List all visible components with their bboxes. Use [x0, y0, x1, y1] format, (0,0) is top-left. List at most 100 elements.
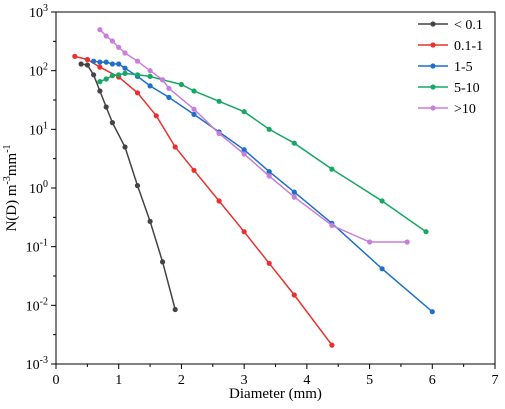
data-point [109, 120, 115, 126]
data-point [160, 259, 166, 265]
series-layer [72, 27, 435, 348]
y-tick-label: 10-1 [26, 238, 48, 256]
x-tick-label: 6 [429, 373, 436, 388]
data-point [291, 140, 297, 146]
data-point [216, 130, 222, 137]
data-point [147, 73, 153, 79]
data-point [160, 77, 166, 83]
data-point [178, 81, 184, 88]
data-point [329, 166, 335, 172]
data-point [103, 33, 109, 39]
data-point [191, 111, 197, 117]
data-point [367, 239, 373, 245]
data-point [216, 98, 222, 104]
y-axis-title: N(D) m-3mm-1 [2, 144, 20, 231]
data-point [166, 85, 172, 91]
data-point [191, 88, 197, 94]
data-point [97, 59, 103, 65]
data-point [122, 144, 128, 150]
data-point [266, 260, 272, 266]
data-point [172, 306, 178, 313]
x-tick-label: 1 [115, 373, 122, 388]
series-line [99, 72, 427, 233]
data-point [379, 198, 385, 204]
y-tick-label: 100 [29, 179, 48, 197]
data-point [116, 72, 122, 78]
legend-item: >10 [418, 102, 476, 117]
data-point [134, 72, 141, 78]
data-point [109, 73, 115, 79]
data-point [291, 194, 297, 200]
data-point [172, 144, 178, 150]
legend-item: 0.1-1 [418, 39, 483, 54]
data-point [103, 104, 109, 110]
legend-item: < 0.1 [418, 18, 483, 33]
plot-frame [55, 11, 496, 365]
data-point [109, 38, 115, 44]
data-point [91, 72, 97, 78]
legend-marker [430, 63, 436, 69]
data-point [423, 229, 429, 235]
data-point [97, 27, 103, 33]
y-axis: 10-3 10-2 10-1 100 101 102 103 [26, 3, 56, 373]
legend-item: 1-5 [418, 60, 473, 75]
data-point [291, 292, 297, 298]
data-point [166, 94, 172, 100]
legend-label: 1-5 [454, 60, 473, 75]
data-point [103, 76, 109, 82]
data-point [266, 169, 272, 175]
data-point [191, 106, 197, 112]
legend-label: 0.1-1 [454, 39, 483, 54]
legend-item: 5-10 [418, 81, 480, 96]
series-2 [72, 53, 335, 348]
legend-marker [430, 21, 436, 27]
data-point [404, 239, 410, 245]
data-point [241, 109, 247, 115]
legend-marker [430, 42, 436, 48]
y-tick-label: 10-3 [26, 355, 48, 373]
y-tick-label: 101 [29, 120, 48, 138]
x-tick-label: 0 [53, 373, 60, 388]
data-point [266, 126, 272, 132]
data-point [134, 90, 141, 96]
data-point [72, 53, 78, 60]
plot-border [55, 11, 496, 365]
data-point [329, 342, 335, 348]
x-tick-label: 2 [178, 373, 185, 388]
data-point [97, 79, 103, 85]
data-point [116, 44, 122, 50]
legend-label: 5-10 [454, 81, 480, 96]
data-point [241, 229, 247, 235]
y-tick-label: 10-2 [26, 296, 48, 314]
data-point [429, 309, 435, 315]
data-point [97, 64, 103, 70]
data-point [147, 68, 153, 74]
legend-marker [430, 105, 436, 111]
data-point [266, 173, 272, 179]
y-tick-label: 102 [29, 62, 48, 80]
y-tick-label: 103 [29, 3, 48, 21]
data-point [91, 58, 97, 64]
data-point [103, 59, 109, 65]
data-point [122, 65, 128, 71]
x-axis-title: Diameter (mm) [229, 386, 322, 402]
data-point [147, 218, 153, 224]
data-point [84, 62, 90, 68]
series-line [93, 60, 433, 313]
data-point [241, 151, 247, 157]
data-point [134, 183, 141, 189]
data-point [147, 83, 153, 89]
x-axis: 0 1 2 3 4 5 6 7 [53, 364, 499, 388]
series-3 [91, 58, 435, 315]
data-point [329, 222, 335, 228]
data-point [116, 61, 122, 67]
data-point [216, 198, 222, 204]
series-5 [97, 27, 410, 245]
x-tick-label: 5 [366, 373, 373, 388]
legend-marker [430, 84, 436, 90]
legend: < 0.1 0.1-1 1-5 5-10 >10 [418, 18, 483, 117]
data-point [291, 189, 297, 195]
data-point [153, 113, 159, 119]
legend-label: < 0.1 [454, 18, 483, 33]
